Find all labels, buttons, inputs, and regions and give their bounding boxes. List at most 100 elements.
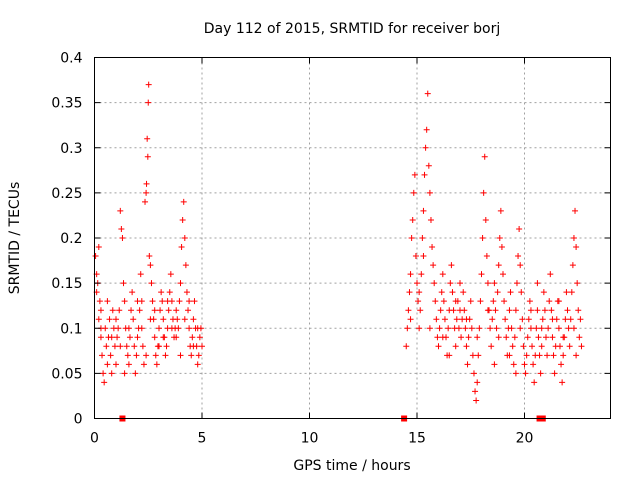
data-point	[103, 343, 110, 350]
data-point	[452, 298, 459, 305]
y-tick-label: 0.4	[60, 51, 82, 67]
data-point	[426, 189, 433, 196]
data-point	[186, 298, 193, 305]
data-point	[506, 352, 513, 359]
data-point	[153, 361, 160, 368]
data-point	[572, 207, 579, 214]
x-tick-label: 15	[408, 431, 426, 447]
data-point	[537, 370, 544, 377]
data-point	[545, 325, 552, 332]
data-point	[113, 316, 119, 323]
data-point	[140, 361, 147, 368]
data-point	[417, 307, 424, 314]
data-point	[570, 325, 577, 332]
data-point	[533, 325, 540, 332]
data-point	[97, 307, 104, 314]
data-point	[190, 316, 197, 323]
data-point	[575, 307, 582, 314]
data-point	[123, 343, 130, 350]
y-tick-label: 0	[74, 412, 83, 428]
data-point	[160, 316, 167, 323]
data-point	[526, 298, 533, 305]
data-point	[450, 307, 457, 314]
data-point	[167, 271, 174, 278]
data-point	[410, 189, 417, 196]
data-point	[495, 334, 502, 341]
data-point	[524, 334, 531, 341]
data-point	[166, 289, 173, 296]
data-point	[106, 316, 113, 323]
x-tick-labels: 0 5 10 15 20	[90, 431, 533, 447]
data-point	[543, 334, 549, 341]
data-point	[157, 307, 164, 314]
data-point	[409, 216, 416, 223]
chart-title: Day 112 of 2015, SRMTID for receiver bor…	[204, 21, 501, 37]
x-tick-label: 0	[90, 431, 99, 447]
data-point	[462, 325, 469, 332]
data-point	[489, 316, 496, 323]
data-point	[185, 307, 192, 314]
data-point	[506, 307, 513, 314]
data-point	[420, 253, 427, 260]
data-point	[138, 325, 145, 332]
data-point	[464, 361, 471, 368]
data-point	[430, 262, 437, 269]
data-point	[555, 298, 562, 305]
data-point	[465, 334, 472, 341]
data-point	[507, 289, 514, 296]
data-point	[425, 162, 432, 169]
data-point	[130, 316, 137, 323]
data-point	[490, 298, 497, 305]
data-point	[551, 370, 558, 377]
data-point	[159, 298, 166, 305]
data-point	[519, 316, 526, 323]
y-tick-label: 0.2	[60, 231, 82, 247]
data-point	[136, 307, 143, 314]
data-point	[109, 307, 116, 314]
data-point	[558, 361, 565, 368]
data-point	[574, 280, 581, 287]
y-tick-label: 0.25	[51, 186, 82, 202]
data-point	[567, 316, 574, 323]
data-point	[99, 352, 106, 359]
data-points	[92, 81, 585, 404]
data-point	[560, 352, 567, 359]
data-point	[547, 271, 554, 278]
data-point	[173, 334, 180, 341]
data-point	[560, 334, 567, 341]
data-point	[125, 325, 132, 332]
data-point	[508, 325, 515, 332]
data-point	[502, 316, 509, 323]
data-point	[541, 307, 548, 314]
data-point	[151, 307, 158, 314]
data-point	[467, 298, 474, 305]
data-point	[416, 325, 423, 332]
data-point	[544, 352, 551, 359]
data-point	[539, 316, 546, 323]
data-point	[458, 334, 465, 341]
data-point	[481, 153, 488, 160]
data-point	[422, 144, 429, 151]
data-point	[563, 289, 570, 296]
data-point	[421, 171, 428, 178]
data-point	[147, 316, 154, 323]
data-point	[480, 189, 487, 196]
data-point	[145, 81, 152, 88]
data-point	[488, 343, 495, 350]
data-point	[149, 298, 156, 305]
data-point	[179, 216, 186, 223]
data-point	[473, 397, 480, 404]
data-point	[570, 235, 577, 241]
data-point	[158, 289, 165, 296]
data-point	[476, 325, 483, 332]
data-point	[434, 334, 441, 341]
data-point	[498, 244, 505, 251]
data-point	[559, 379, 566, 386]
data-point	[139, 343, 146, 350]
data-point	[515, 253, 522, 260]
data-point	[511, 334, 518, 341]
data-point	[484, 307, 491, 314]
data-point	[529, 343, 536, 350]
data-point	[517, 262, 524, 269]
data-point	[423, 126, 430, 133]
